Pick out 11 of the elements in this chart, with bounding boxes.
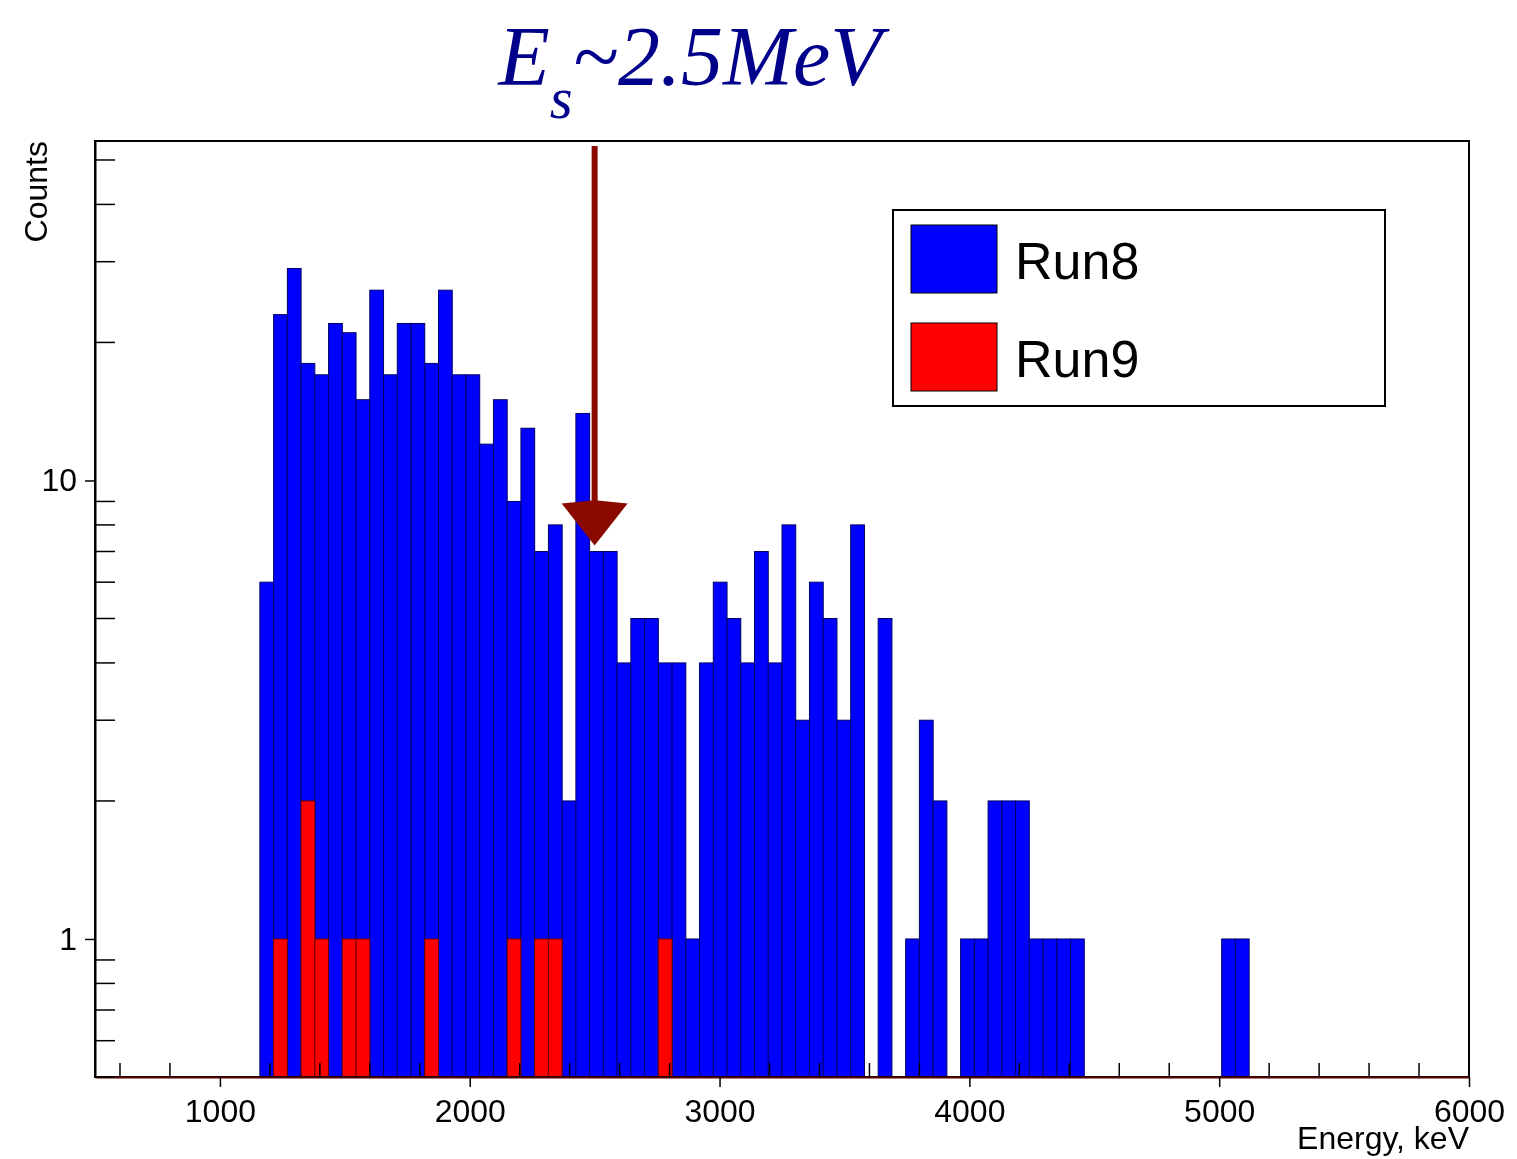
x-tick-label: 3000 xyxy=(684,1092,756,1129)
y-tick-label: 1 xyxy=(59,920,77,957)
x-tick-label: 5000 xyxy=(1184,1092,1256,1129)
x-tick-label: 2000 xyxy=(434,1092,506,1129)
chart-title: E$_{s}$~2.5MeV xyxy=(497,10,891,131)
legend-label: Run8 xyxy=(1015,232,1140,290)
x-tick-label: 1000 xyxy=(184,1092,256,1129)
y-axis-title: Counts xyxy=(18,141,54,243)
y-tick-label: 10 xyxy=(41,462,77,499)
x-tick-label: 4000 xyxy=(934,1092,1006,1129)
legend-label: Run9 xyxy=(1015,330,1140,388)
